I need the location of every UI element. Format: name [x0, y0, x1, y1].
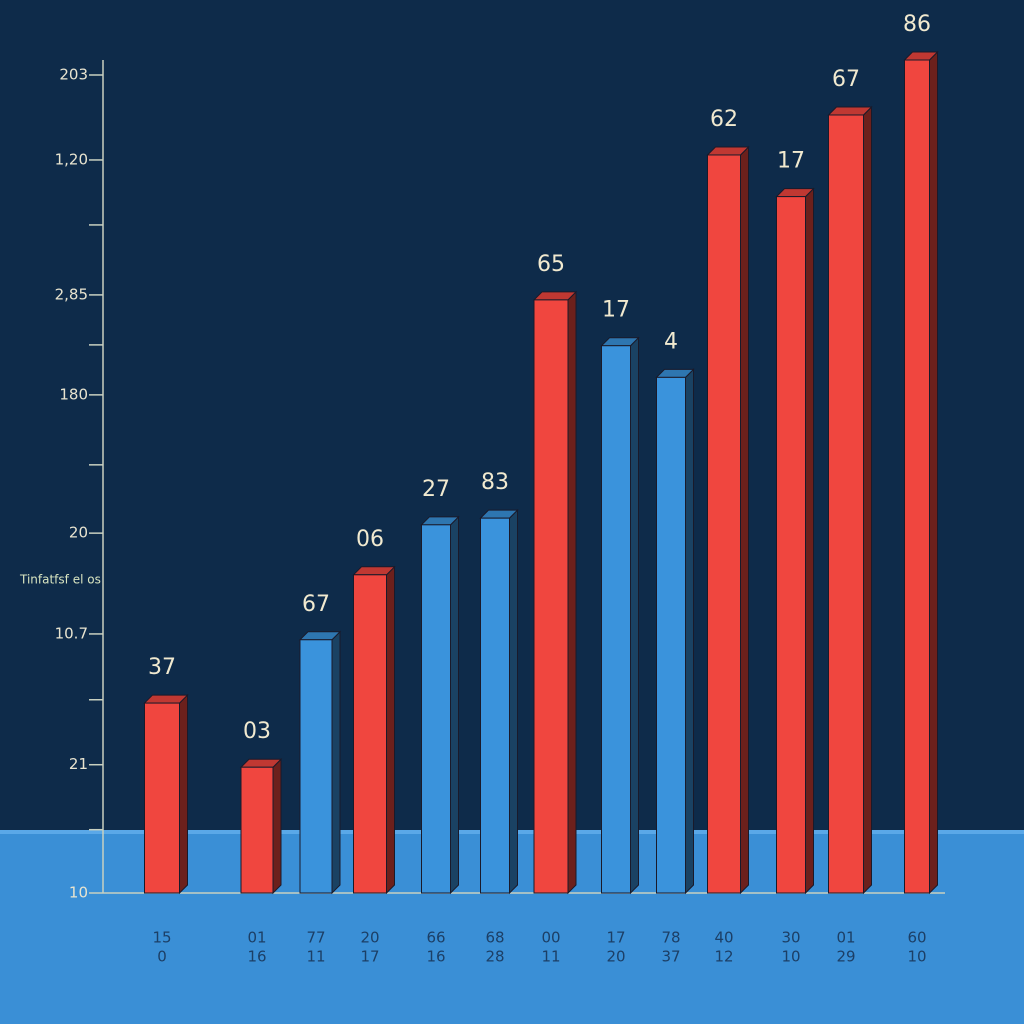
- bar-side: [450, 515, 459, 895]
- y-axis-label: Tinfatfsf el os: [19, 573, 101, 587]
- bar-label: 17: [777, 149, 805, 174]
- x-tick-label: 15: [152, 929, 171, 947]
- bar: [828, 114, 864, 894]
- x-tick-label: 40: [714, 929, 733, 947]
- bar-label: 37: [148, 655, 176, 680]
- bar: [601, 345, 631, 894]
- x-tick-label: 00: [541, 929, 560, 947]
- bar: [240, 766, 274, 894]
- bar-label: 06: [356, 527, 384, 552]
- bar-label: 86: [903, 12, 931, 37]
- x-tick-label: 30: [781, 929, 800, 947]
- bar-top: [532, 291, 578, 301]
- bar-top: [143, 694, 189, 704]
- x-tick-label: 28: [485, 948, 504, 966]
- bar-top: [706, 146, 750, 156]
- y-tick-label: 20: [69, 524, 88, 542]
- bar: [707, 154, 741, 894]
- x-tick-label: 78: [661, 929, 680, 947]
- bar: [299, 639, 333, 894]
- bar-label: 83: [481, 470, 509, 495]
- bar-side: [509, 508, 518, 895]
- x-tick-label: 10: [781, 948, 800, 966]
- bar-side: [272, 758, 282, 895]
- bar: [533, 299, 569, 894]
- bar-side: [331, 630, 341, 895]
- bar-side: [567, 290, 577, 895]
- bar-label: 62: [710, 107, 738, 132]
- bar-side: [179, 693, 188, 895]
- x-tick-label: 77: [306, 929, 325, 947]
- bar-top: [827, 106, 873, 116]
- bar: [144, 702, 180, 894]
- y-tick-label: 2,85: [55, 285, 88, 303]
- bar-label: 03: [243, 719, 271, 744]
- x-tick-label: 16: [247, 948, 266, 966]
- bar-label: 17: [602, 298, 630, 323]
- bar-label: 4: [664, 329, 678, 354]
- x-tick-label: 37: [661, 948, 680, 966]
- x-tick-label: 10: [907, 948, 926, 966]
- x-tick-label: 0: [157, 948, 167, 966]
- y-tick-label: 21: [69, 755, 88, 773]
- x-tick-label: 66: [426, 929, 445, 947]
- bar-label: 67: [302, 592, 330, 617]
- x-tick-label: 29: [836, 948, 855, 966]
- x-tick-label: 12: [714, 948, 733, 966]
- bar-side: [685, 368, 694, 895]
- y-tick-label: 180: [59, 385, 88, 403]
- bar: [480, 517, 510, 894]
- bar-side: [630, 336, 639, 895]
- x-tick-label: 11: [541, 948, 560, 966]
- bar-side: [863, 105, 872, 895]
- bar: [904, 59, 930, 894]
- x-tick-label: 01: [247, 929, 266, 947]
- bar: [776, 196, 806, 894]
- bar-top: [352, 566, 396, 576]
- y-tick-label: 203: [59, 65, 88, 83]
- y-tick-label: 1,20: [55, 150, 88, 168]
- y-tick-label: 10: [69, 884, 88, 902]
- x-tick-label: 68: [485, 929, 504, 947]
- bar: [353, 574, 387, 894]
- y-tick-label: 10.7: [55, 624, 88, 642]
- x-tick-label: 60: [907, 929, 926, 947]
- bar-side: [386, 565, 395, 895]
- x-tick-label: 17: [360, 948, 379, 966]
- bar-label: 27: [422, 477, 450, 502]
- x-tick-label: 01: [836, 929, 855, 947]
- bar-label: 65: [537, 252, 565, 277]
- x-tick-label: 16: [426, 948, 445, 966]
- bar-side: [805, 187, 814, 895]
- x-tick-label: 11: [306, 948, 325, 966]
- bar-side: [929, 50, 938, 895]
- bar-label: 67: [832, 67, 860, 92]
- x-tick-label: 20: [606, 948, 625, 966]
- bar: [421, 524, 451, 894]
- x-tick-label: 17: [606, 929, 625, 947]
- bar-side: [740, 145, 749, 895]
- bar: [656, 376, 686, 894]
- x-tick-label: 20: [360, 929, 379, 947]
